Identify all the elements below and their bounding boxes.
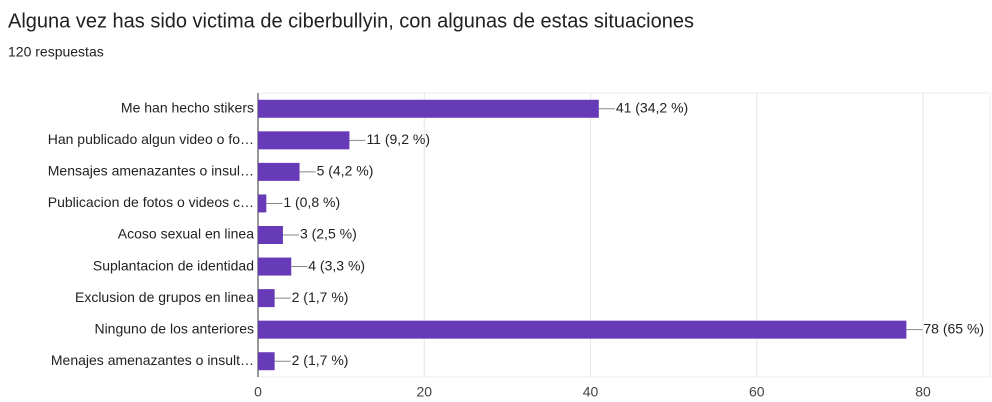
data-label: 5 (4,2 %): [317, 163, 374, 179]
bar: [258, 320, 907, 339]
bar: [258, 226, 283, 244]
x-tick-label: 80: [915, 384, 931, 400]
x-tick-label: 40: [583, 384, 599, 400]
x-tick-label: 20: [416, 384, 432, 400]
y-tick-label: Han publicado algun video o fo…: [48, 131, 254, 147]
data-label: 3 (2,5 %): [300, 226, 357, 242]
bar: [258, 99, 599, 118]
y-tick-label: Acoso sexual en linea: [118, 226, 254, 242]
y-tick-label: Exclusion de grupos en linea: [75, 289, 254, 305]
data-label: 1 (0,8 %): [283, 194, 340, 210]
bar: [258, 131, 350, 150]
y-tick-label: Me han hecho stikers: [121, 99, 254, 115]
chart-subtitle: 120 respuestas: [8, 44, 104, 60]
y-tick-label: Suplantacion de identidad: [93, 257, 254, 273]
bar: [258, 257, 292, 276]
y-tick-label: Publicacion de fotos o videos c…: [48, 194, 254, 210]
y-tick-label: Menajes amenazantes o insult…: [51, 352, 254, 368]
y-tick-label: Ninguno de los anteriores: [94, 320, 254, 336]
data-label: 78 (65 %): [923, 320, 984, 336]
x-tick-label: 0: [254, 384, 262, 400]
data-label: 2 (1,7 %): [292, 289, 349, 305]
chart-title: Alguna vez has sido victima de ciberbull…: [8, 10, 694, 32]
y-tick-label: Mensajes amenazantes o insul…: [48, 163, 254, 179]
bar: [258, 162, 300, 181]
data-label: 2 (1,7 %): [292, 352, 349, 368]
x-tick-label: 60: [749, 384, 765, 400]
data-label: 41 (34,2 %): [616, 99, 688, 115]
bar: [258, 289, 275, 308]
bar: [258, 194, 267, 213]
bar: [258, 352, 275, 371]
data-label: 4 (3,3 %): [308, 257, 365, 273]
data-label: 11 (9,2 %): [366, 131, 430, 147]
